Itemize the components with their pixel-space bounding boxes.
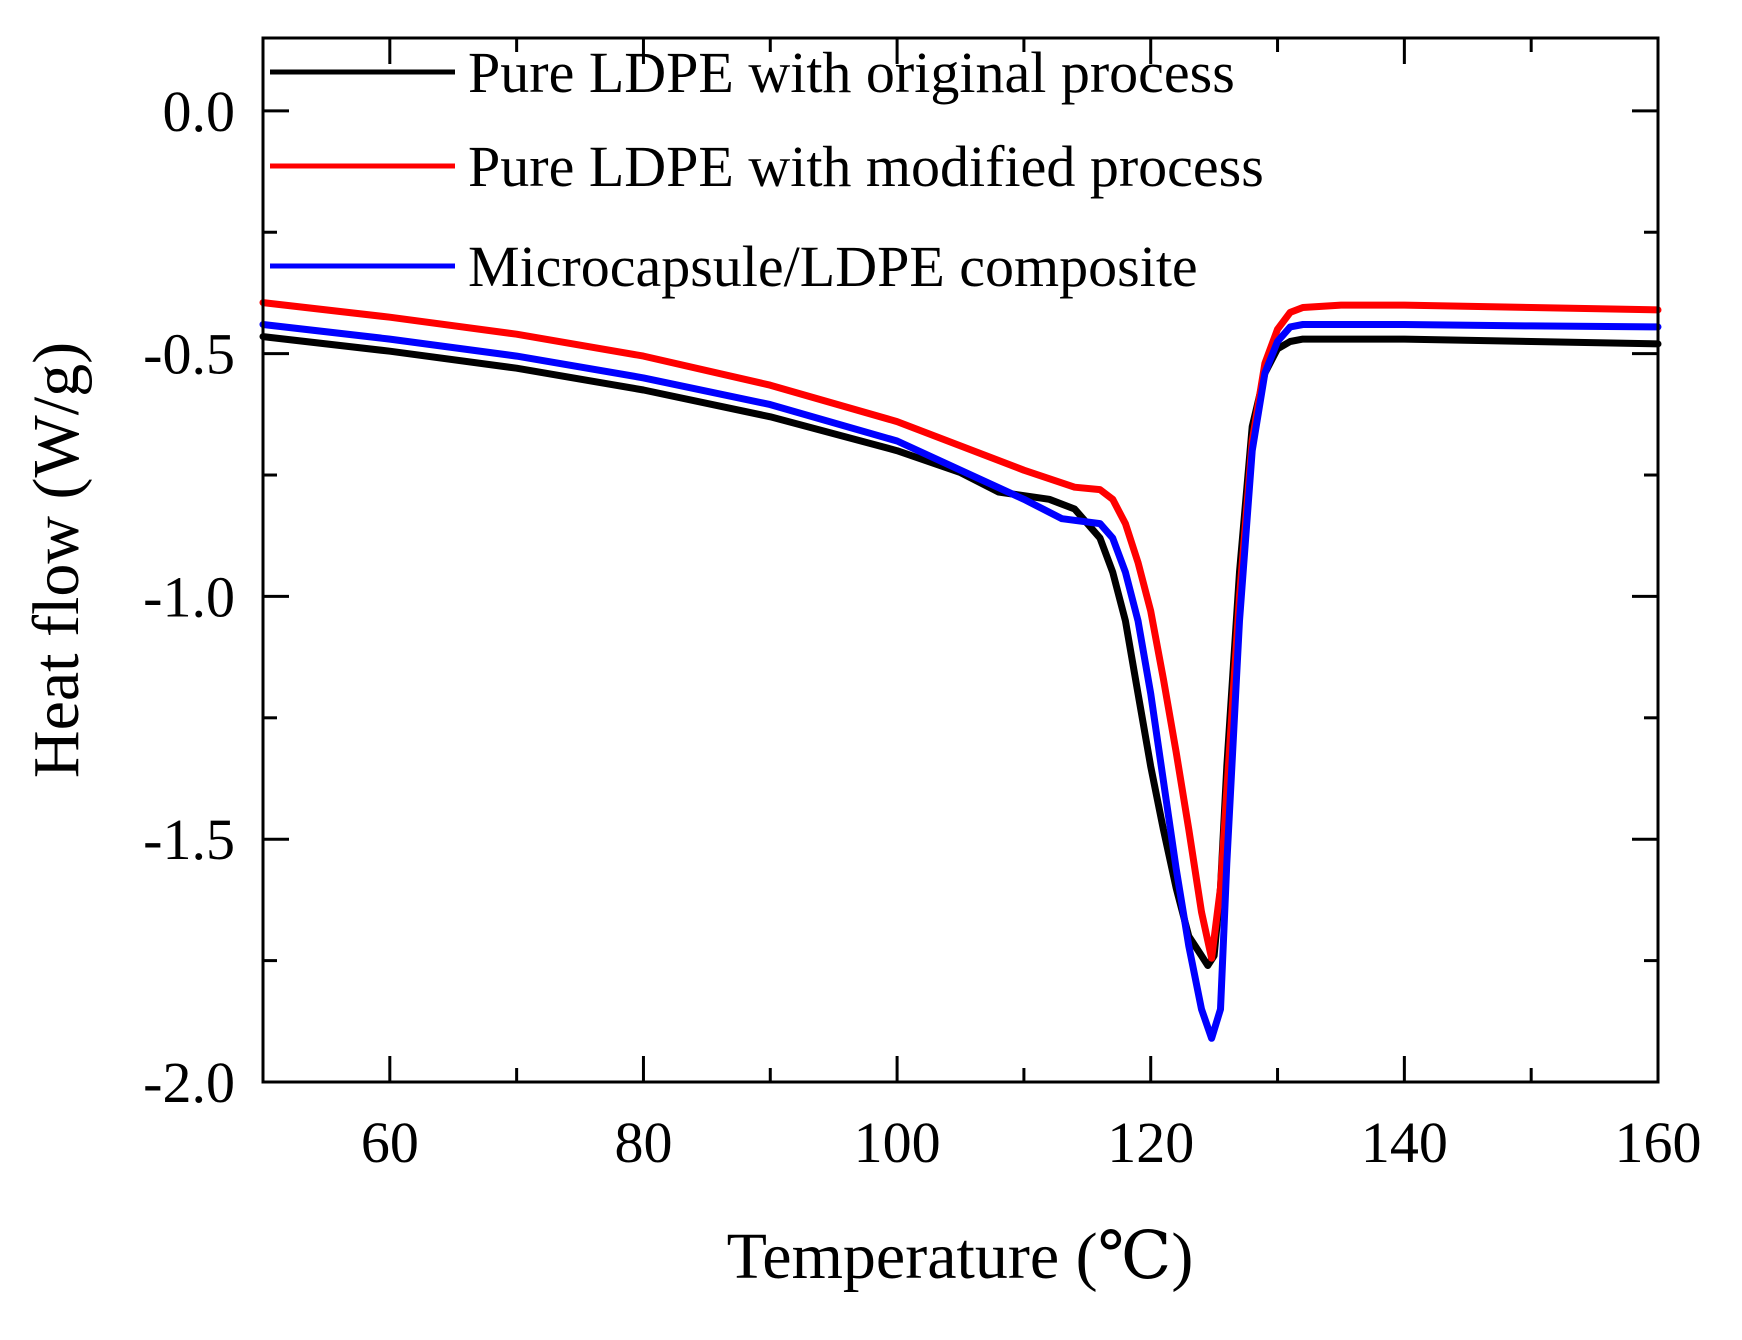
ticks-layer: [261, 38, 1660, 1084]
y-tick-label: -0.5: [143, 322, 235, 387]
legend-label-1: Pure LDPE with modified process: [468, 134, 1264, 199]
plot-frame: [261, 36, 1660, 1084]
legend-entry-1: Pure LDPE with modified process: [270, 134, 1264, 199]
y-tick-label: -2.0: [143, 1050, 235, 1115]
series-line-modified: [259, 299, 1662, 962]
y-tick-label: -1.0: [143, 564, 235, 629]
y-tick-label: 0.0: [163, 79, 236, 144]
legend-label-2: Microcapsule/LDPE composite: [468, 234, 1198, 299]
x-tick-label: 100: [854, 1110, 941, 1175]
series-line-composite: [259, 321, 1662, 1042]
y-tick-label: -1.5: [143, 807, 235, 872]
x-tick-label: 60: [361, 1110, 419, 1175]
x-tick-label: 160: [1615, 1110, 1702, 1175]
legend: Pure LDPE with original process Pure LDP…: [270, 40, 1264, 299]
tick-labels-layer: 60 80 100 120 140 160 0.0 -0.5 -1.0 -1.5 -2.0: [143, 79, 1701, 1175]
x-tick-label: 120: [1107, 1110, 1194, 1175]
x-tick-label: 80: [614, 1110, 672, 1175]
x-axis-title: Temperature (℃): [727, 1220, 1194, 1293]
legend-entry-0: Pure LDPE with original process: [270, 40, 1235, 105]
series-line-original: [259, 333, 1662, 969]
legend-entry-2: Microcapsule/LDPE composite: [270, 234, 1198, 299]
series-layer: [259, 299, 1662, 1042]
y-axis-title: Heat flow (W/g): [20, 342, 93, 778]
legend-label-0: Pure LDPE with original process: [468, 40, 1235, 105]
x-tick-label: 140: [1361, 1110, 1448, 1175]
